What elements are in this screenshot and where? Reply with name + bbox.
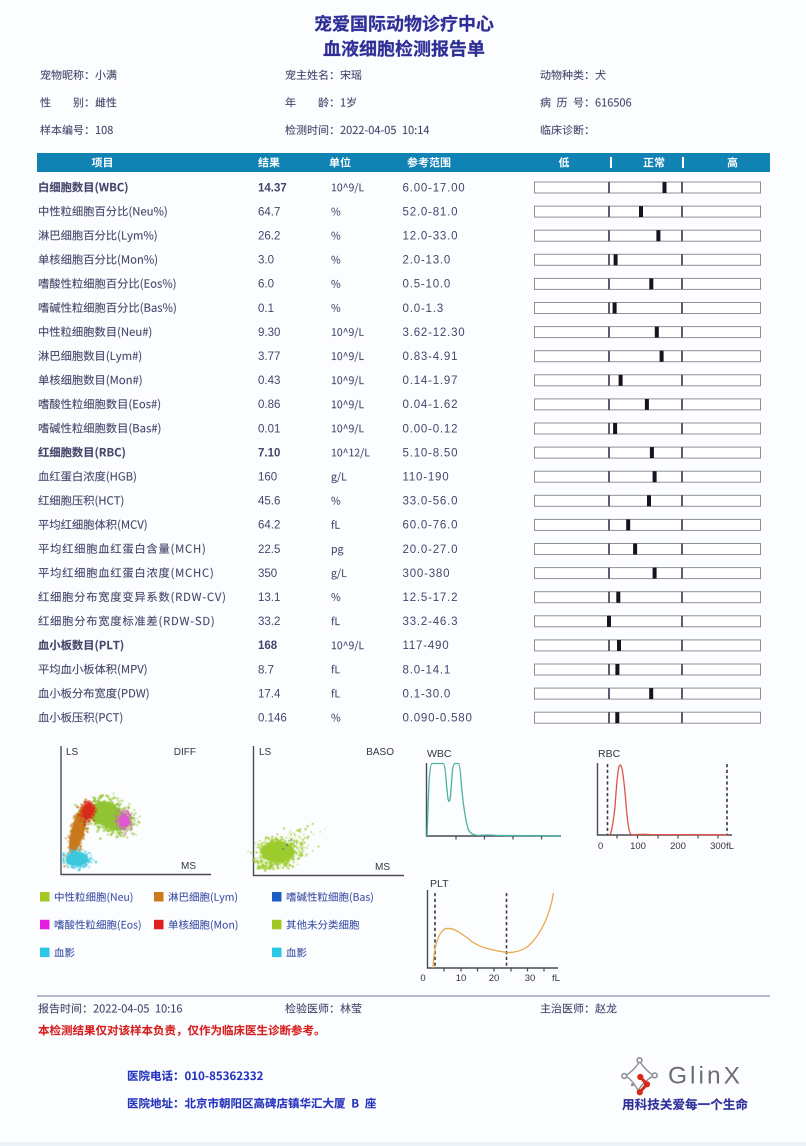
svg-text:26.2: 26.2 — [258, 231, 280, 243]
svg-text:160: 160 — [258, 472, 277, 484]
svg-text:64.7: 64.7 — [258, 206, 280, 218]
svg-text:117-490: 117-490 — [403, 640, 450, 652]
svg-text:0.5-10.0: 0.5-10.0 — [403, 279, 452, 291]
svg-text:0.1: 0.1 — [258, 303, 274, 315]
svg-text:20.0-27.0: 20.0-27.0 — [403, 544, 459, 556]
svg-text:MS: MS — [181, 861, 196, 872]
svg-text:300fL: 300fL — [710, 841, 734, 852]
svg-text:22.5: 22.5 — [258, 544, 280, 556]
svg-text:200: 200 — [670, 841, 686, 852]
svg-text:GlinX: GlinX — [668, 1063, 743, 1090]
svg-text:6.00-17.00: 6.00-17.00 — [403, 182, 466, 194]
svg-text:fL: fL — [552, 973, 560, 984]
svg-text:14.37: 14.37 — [258, 182, 287, 194]
svg-text:0.01: 0.01 — [258, 423, 280, 435]
svg-text:30: 30 — [525, 973, 536, 984]
svg-text:45.6: 45.6 — [258, 496, 280, 508]
svg-text:100: 100 — [630, 841, 646, 852]
svg-text:0.00-0.12: 0.00-0.12 — [403, 423, 459, 435]
svg-text:7.10: 7.10 — [258, 447, 280, 459]
svg-text:0.1-30.0: 0.1-30.0 — [403, 688, 452, 700]
svg-text:MS: MS — [375, 862, 390, 873]
svg-text:10: 10 — [456, 973, 467, 984]
svg-text:0.090-0.580: 0.090-0.580 — [403, 713, 473, 725]
svg-text:3.0: 3.0 — [258, 255, 274, 267]
svg-text:33.2-46.3: 33.2-46.3 — [403, 616, 459, 628]
svg-text:5.10-8.50: 5.10-8.50 — [403, 447, 459, 459]
svg-text:8.0-14.1: 8.0-14.1 — [403, 664, 452, 676]
svg-text:0.43: 0.43 — [258, 375, 280, 387]
svg-text:LS: LS — [66, 747, 79, 758]
svg-text:2.0-13.0: 2.0-13.0 — [403, 255, 452, 267]
svg-text:6.0: 6.0 — [258, 279, 274, 291]
svg-text:60.0-76.0: 60.0-76.0 — [403, 520, 459, 532]
svg-text:PLT: PLT — [430, 878, 449, 890]
svg-text:300-380: 300-380 — [403, 568, 451, 580]
svg-text:12.0-33.0: 12.0-33.0 — [403, 231, 459, 243]
svg-text:33.2: 33.2 — [258, 616, 280, 628]
svg-text:WBC: WBC — [427, 748, 452, 760]
svg-text:52.0-81.0: 52.0-81.0 — [403, 206, 459, 218]
svg-text:3.77: 3.77 — [258, 351, 280, 363]
svg-text:0.146: 0.146 — [258, 713, 287, 725]
svg-text:0.86: 0.86 — [258, 399, 280, 411]
svg-text:9.30: 9.30 — [258, 327, 280, 339]
svg-text:0.14-1.97: 0.14-1.97 — [403, 375, 459, 387]
svg-text:12.5-17.2: 12.5-17.2 — [403, 592, 459, 604]
svg-text:64.2: 64.2 — [258, 520, 280, 532]
svg-text:0.04-1.62: 0.04-1.62 — [403, 399, 459, 411]
svg-text:BASO: BASO — [366, 747, 394, 758]
svg-text:0.83-4.91: 0.83-4.91 — [403, 351, 459, 363]
svg-text:RBC: RBC — [598, 748, 621, 760]
svg-text:110-190: 110-190 — [403, 472, 450, 484]
svg-text:33.0-56.0: 33.0-56.0 — [403, 496, 459, 508]
svg-text:20: 20 — [489, 973, 500, 984]
svg-text:8.7: 8.7 — [258, 664, 274, 676]
svg-text:3.62-12.30: 3.62-12.30 — [403, 327, 466, 339]
svg-text:13.1: 13.1 — [258, 592, 280, 604]
svg-text:168: 168 — [258, 640, 278, 652]
svg-text:LS: LS — [259, 747, 272, 758]
svg-text:0: 0 — [598, 841, 603, 852]
svg-text:DIFF: DIFF — [174, 747, 196, 758]
svg-text:0.0-1.3: 0.0-1.3 — [403, 303, 444, 315]
svg-text:0: 0 — [420, 973, 425, 984]
svg-text:350: 350 — [258, 568, 277, 580]
svg-text:17.4: 17.4 — [258, 688, 281, 700]
